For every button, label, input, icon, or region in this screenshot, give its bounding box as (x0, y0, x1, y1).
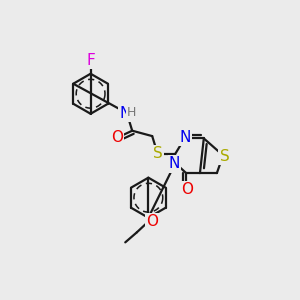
Text: N: N (120, 106, 131, 121)
Text: O: O (181, 182, 193, 197)
Text: O: O (111, 130, 123, 145)
Text: N: N (180, 130, 191, 145)
Text: O: O (146, 214, 158, 229)
Text: F: F (86, 53, 95, 68)
Text: H: H (127, 106, 136, 119)
Text: S: S (220, 148, 230, 164)
Text: S: S (153, 146, 163, 161)
Text: N: N (169, 156, 180, 171)
